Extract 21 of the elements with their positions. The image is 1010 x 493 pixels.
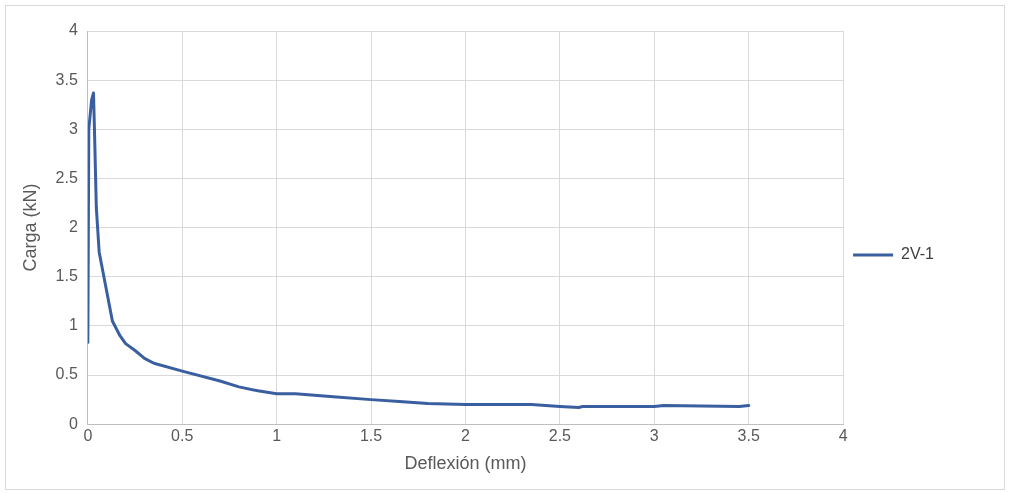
x-tick-label: 2.5 bbox=[548, 427, 572, 445]
x-axis-title: Deflexión (mm) bbox=[404, 453, 527, 474]
y-tick-label: 1.5 bbox=[55, 267, 78, 285]
y-tick-label: 1 bbox=[68, 316, 78, 334]
x-tick-label: 1.5 bbox=[359, 427, 383, 445]
y-tick-label: 3.5 bbox=[55, 70, 78, 88]
x-tick-label: 1 bbox=[272, 427, 282, 445]
y-tick-label: 4 bbox=[68, 21, 78, 39]
x-tick-label: 0 bbox=[83, 427, 93, 445]
x-tick-label: 3 bbox=[649, 427, 659, 445]
y-tick-label: 2.5 bbox=[55, 168, 78, 186]
legend-label: 2V-1 bbox=[901, 245, 935, 263]
y-tick-label: 2 bbox=[68, 218, 78, 236]
y-axis-title: Carga (kN) bbox=[19, 183, 40, 272]
y-tick-label: 0.5 bbox=[55, 365, 78, 383]
x-tick-label: 3.5 bbox=[737, 427, 760, 445]
x-tick-label: 0.5 bbox=[171, 427, 194, 445]
x-tick-label: 2 bbox=[461, 427, 471, 445]
y-tick-label: 3 bbox=[68, 119, 78, 137]
y-tick-label: 0 bbox=[68, 414, 78, 432]
x-tick-label: 4 bbox=[838, 427, 848, 445]
